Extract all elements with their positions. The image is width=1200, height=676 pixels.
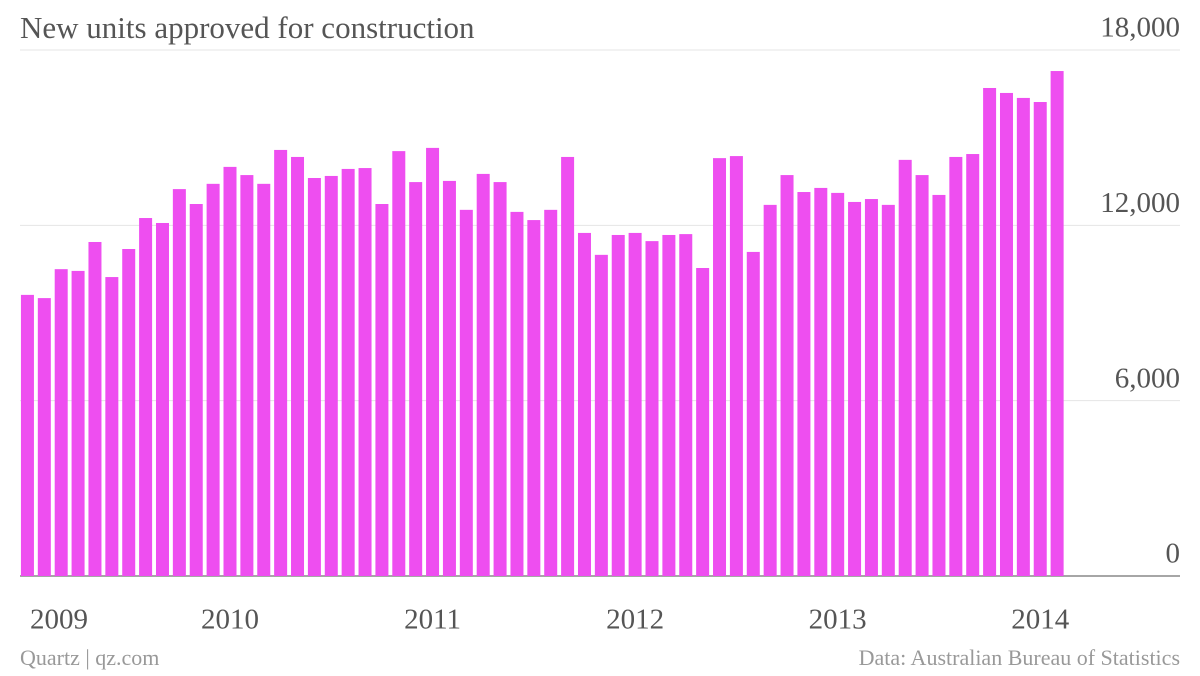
bar — [409, 182, 423, 576]
bar — [999, 92, 1013, 576]
bar — [1016, 97, 1030, 577]
bar — [594, 254, 608, 576]
bar — [932, 194, 946, 577]
bar — [426, 147, 440, 576]
bar — [864, 199, 878, 577]
bar — [172, 189, 186, 576]
bar — [763, 204, 777, 576]
bar — [71, 270, 85, 576]
bar — [645, 241, 659, 576]
bar — [442, 180, 456, 576]
bar — [1033, 102, 1047, 576]
bar — [240, 175, 254, 576]
bar — [848, 201, 862, 576]
bar — [662, 234, 676, 576]
bar — [105, 277, 119, 576]
x-tick-label: 2013 — [809, 604, 867, 636]
credit: Quartz | qz.com — [20, 645, 159, 670]
bar — [223, 166, 237, 576]
y-tick-label: 18,000 — [1100, 12, 1180, 44]
bar — [37, 298, 51, 576]
y-tick-label: 12,000 — [1100, 187, 1180, 219]
bar — [814, 187, 828, 576]
bar — [881, 204, 895, 576]
bar — [155, 222, 169, 577]
bar — [476, 173, 490, 576]
bar — [291, 156, 305, 576]
bar — [274, 149, 288, 576]
bar — [139, 218, 153, 576]
bar — [949, 156, 963, 576]
bar — [375, 204, 389, 577]
bar — [780, 175, 794, 576]
bar — [206, 183, 220, 577]
y-tick-label: 6,000 — [1115, 362, 1180, 394]
bar — [1050, 71, 1064, 576]
bar — [628, 232, 642, 577]
y-tick-label: 0 — [1166, 538, 1181, 570]
bar — [358, 168, 372, 576]
bar — [577, 232, 591, 577]
bar — [611, 234, 625, 576]
source: Data: Australian Bureau of Statistics — [859, 645, 1180, 670]
bar — [696, 267, 710, 576]
bar — [527, 220, 541, 576]
bar — [54, 269, 68, 576]
bar — [729, 156, 743, 576]
bar — [257, 183, 271, 577]
bar — [713, 158, 727, 576]
bar — [341, 168, 355, 576]
bar — [324, 175, 338, 576]
bar — [746, 251, 760, 577]
bar — [915, 175, 929, 576]
bar — [122, 249, 136, 576]
bar — [88, 241, 102, 577]
bar — [966, 154, 980, 576]
chart-title: New units approved for construction — [20, 10, 475, 45]
bar — [189, 204, 203, 577]
bar — [831, 192, 845, 576]
x-tick-label: 2010 — [201, 604, 259, 636]
x-tick-label: 2011 — [404, 604, 461, 636]
bar — [544, 209, 558, 576]
x-tick-label: 2009 — [30, 604, 88, 636]
bar — [561, 156, 575, 576]
bar — [510, 211, 524, 576]
bar — [307, 177, 321, 576]
bar — [20, 294, 34, 576]
bar — [898, 159, 912, 576]
bar — [679, 234, 693, 576]
x-tick-label: 2014 — [1011, 604, 1070, 636]
x-tick-label: 2012 — [606, 604, 664, 636]
bar — [392, 151, 406, 576]
bar — [493, 182, 507, 576]
bar — [983, 87, 997, 576]
bar — [797, 192, 811, 576]
bar — [459, 209, 473, 576]
